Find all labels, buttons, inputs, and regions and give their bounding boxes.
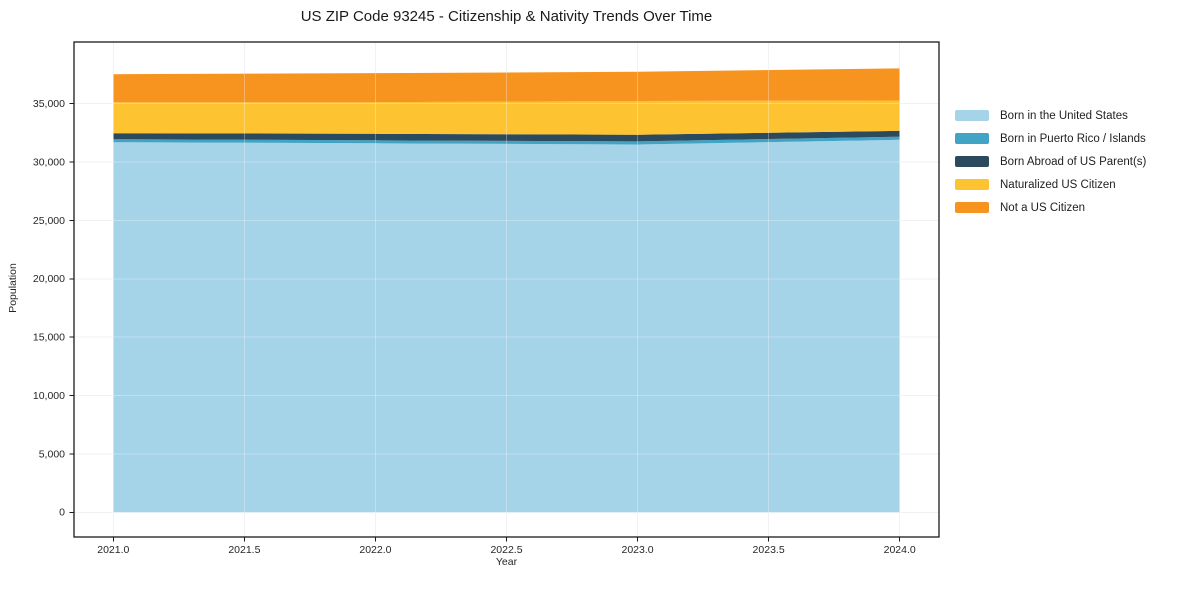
area-born_abroad [113,130,900,142]
gridlines-over [74,42,939,537]
chart-title: US ZIP Code 93245 - Citizenship & Nativi… [300,8,713,25]
legend-label-naturalized: Naturalized US Citizen [1000,178,1116,191]
x-tick-label: 2021.0 [97,544,129,556]
legend-item-born_us: Born in the United States [955,106,1146,125]
area-naturalized [113,100,900,135]
legend-item-naturalized: Naturalized US Citizen [955,175,1146,194]
legend-swatch-not_citizen [955,202,989,213]
legend-label-born_pr: Born in Puerto Rico / Islands [1000,132,1146,145]
x-tick-label: 2024.0 [884,544,916,556]
legend-swatch-naturalized [955,179,989,190]
legend: Born in the United States Born in Puerto … [955,106,1146,217]
x-tick-label: 2023.5 [753,544,785,556]
legend-swatch-born_us [955,110,989,121]
y-tick-label: 0 [59,507,65,519]
legend-label-not_citizen: Not a US Citizen [1000,201,1086,214]
legend-item-born_abroad: Born Abroad of US Parent(s) [955,152,1146,171]
legend-item-not_citizen: Not a US Citizen [955,198,1146,217]
legend-label-born_us: Born in the United States [1000,109,1128,122]
x-axis-label: Year [495,556,518,568]
y-tick-label: 15,000 [33,332,65,344]
tick-labels: 2021.0 2021.5 2022.0 2022.5 2023.0 2023.5 2024… [33,98,916,556]
y-tick-label: 5,000 [39,448,65,460]
tick-marks [69,103,901,542]
legend-item-born_pr: Born in Puerto Rico / Islands [955,129,1146,148]
legend-swatch-born_pr [955,133,989,144]
y-tick-label: 25,000 [33,215,65,227]
y-tick-label: 30,000 [33,156,65,168]
y-axis-label: Population [7,263,19,313]
stacked-areas [113,68,900,513]
y-tick-label: 10,000 [33,390,65,402]
x-tick-label: 2022.0 [359,544,391,556]
legend-label-born_abroad: Born Abroad of US Parent(s) [1000,155,1147,168]
x-tick-label: 2021.5 [228,544,260,556]
legend-swatch-born_abroad [955,156,989,167]
area-born_pr [113,136,900,145]
area-not_citizen [113,68,900,103]
x-tick-label: 2022.5 [490,544,522,556]
y-tick-label: 35,000 [33,98,65,110]
x-tick-label: 2023.0 [621,544,653,556]
y-tick-label: 20,000 [33,273,65,285]
area-born_us [113,139,900,513]
